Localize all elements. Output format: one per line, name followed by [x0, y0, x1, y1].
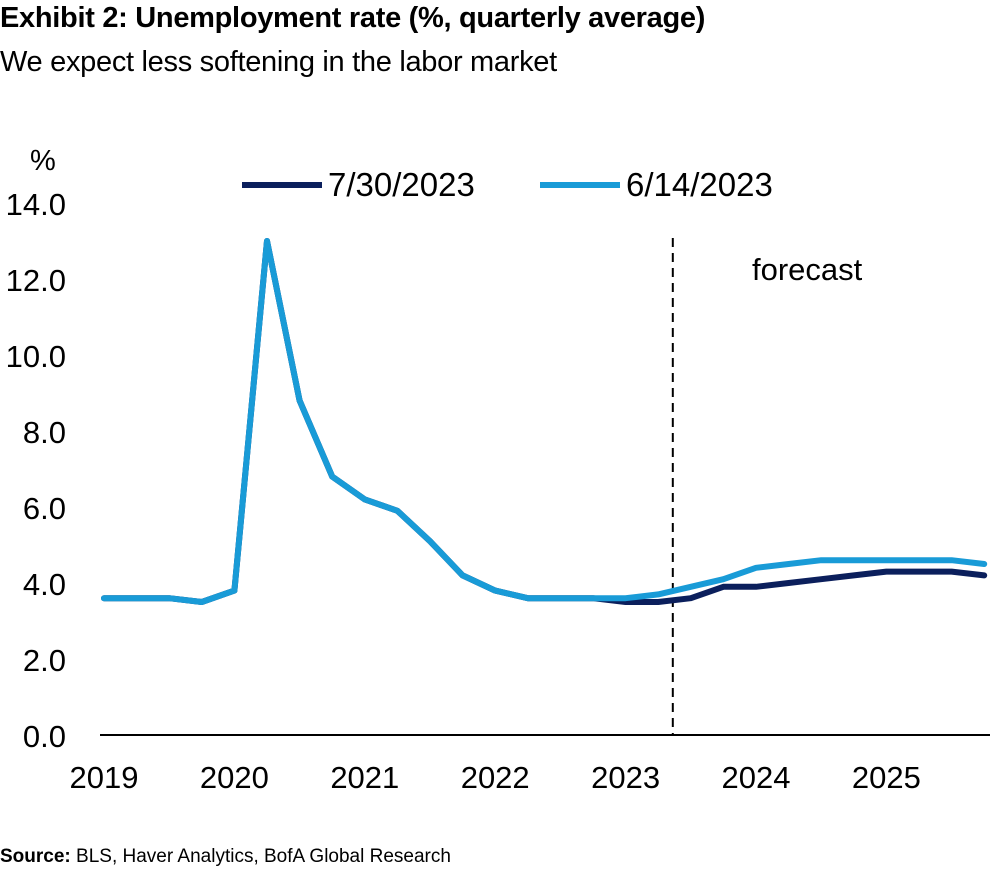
source-label: Source:: [0, 846, 71, 867]
y-tick-label: 8.0: [23, 415, 66, 450]
source-note: Source: BLS, Haver Analytics, BofA Globa…: [0, 846, 451, 868]
chart-legend: 7/30/2023 6/14/2023: [242, 166, 773, 203]
legend-label-jun: 6/14/2023: [626, 166, 773, 203]
y-tick-label: 10.0: [6, 339, 66, 374]
legend-label-jul: 7/30/2023: [328, 166, 475, 203]
y-tick-label: 12.0: [6, 263, 66, 298]
x-tick-label: 2022: [461, 760, 530, 795]
chart-title: Exhibit 2: Unemployment rate (%, quarter…: [0, 2, 706, 34]
series-line-jun: [101, 238, 988, 605]
x-tick-label: 2025: [852, 760, 921, 795]
y-tick-label: 2.0: [23, 643, 66, 678]
source-text: BLS, Haver Analytics, BofA Global Resear…: [76, 846, 451, 867]
y-tick-label: 0.0: [23, 719, 66, 754]
x-tick-label: 2021: [330, 760, 399, 795]
series-layer: [101, 238, 988, 605]
y-axis-ticks: 0.0 2.0 4.0 6.0 8.0 10.0 12.0 14.0: [6, 187, 66, 754]
x-tick-label: 2019: [70, 760, 139, 795]
forecast-annotation: forecast: [752, 252, 863, 287]
x-tick-label: 2023: [591, 760, 660, 795]
chart-subtitle: We expect less softening in the labor ma…: [0, 46, 557, 78]
y-axis-unit-label: %: [30, 145, 56, 177]
y-tick-label: 14.0: [6, 187, 66, 222]
y-tick-label: 6.0: [23, 491, 66, 526]
x-tick-label: 2020: [200, 760, 269, 795]
x-tick-label: 2024: [722, 760, 791, 795]
y-tick-label: 4.0: [23, 567, 66, 602]
unemployment-line-chart: % 0.02.04.06.08.010.012.014.0 2019 2020 20…: [6, 145, 990, 795]
x-axis-ticks: 2019 2020 2021 2022 2023 2024 2025: [70, 760, 921, 795]
